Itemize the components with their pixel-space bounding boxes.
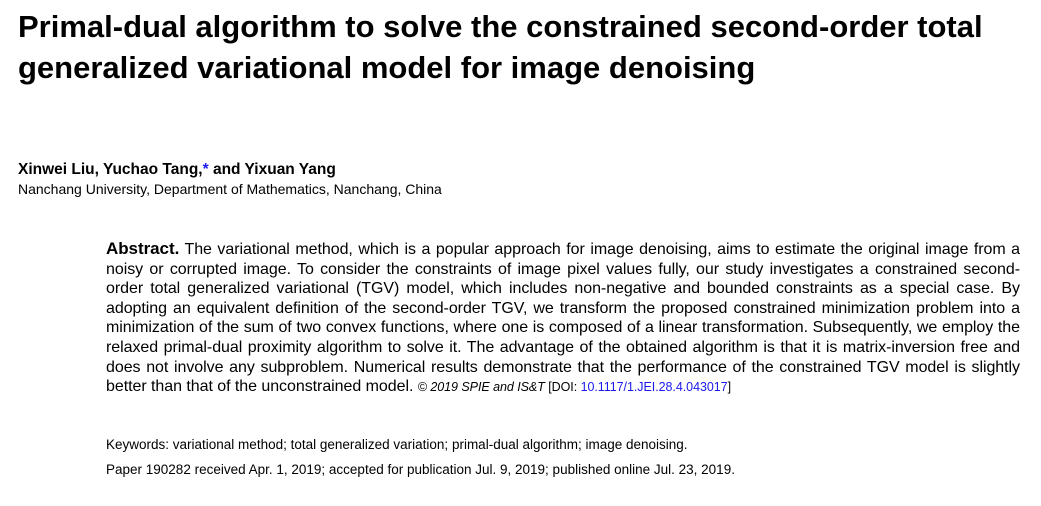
paper-title: Primal-dual algorithm to solve the const… (18, 9, 983, 85)
author-names-end: and Yixuan Yang (208, 161, 336, 178)
doi-prefix: [DOI: (544, 380, 581, 395)
abstract-text: The variational method, which is a popul… (106, 241, 1020, 396)
keywords: Keywords: variational method; total gene… (106, 437, 688, 452)
author-names: Xinwei Liu, Yuchao Tang, (18, 161, 203, 178)
doi-link[interactable]: 10.1117/1.JEI.28.4.043017 (580, 380, 728, 395)
abstract: Abstract. The variational method, which … (106, 239, 1020, 398)
author-list: Xinwei Liu, Yuchao Tang,* and Yixuan Yan… (18, 160, 336, 180)
copyright-notice: © 2019 SPIE and IS&T (417, 380, 545, 395)
corresponding-author-link[interactable]: * (202, 161, 209, 178)
doi-suffix: ] (727, 380, 732, 395)
affiliation: Nanchang University, Department of Mathe… (18, 181, 442, 197)
publication-history: Paper 190282 received Apr. 1, 2019; acce… (106, 462, 735, 477)
abstract-label: Abstract. (106, 239, 180, 258)
